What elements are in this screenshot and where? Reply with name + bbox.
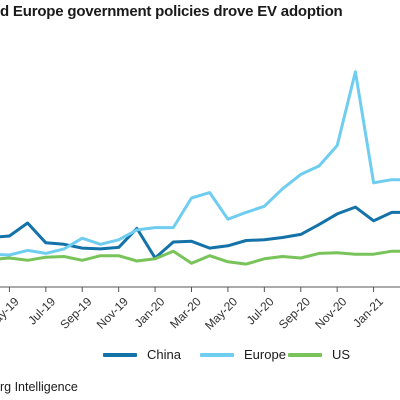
legend-swatch-europe (200, 352, 234, 357)
legend-item-china: China (103, 347, 181, 362)
x-tick-label: Jan-21 (350, 294, 386, 330)
legend-item-us: US (288, 347, 350, 362)
legend-swatch-china (103, 352, 137, 357)
x-tick-label: Sep-19 (57, 294, 94, 331)
x-tick-label: May-20 (202, 294, 240, 332)
chart-title: d Europe government policies drove EV ad… (0, 3, 343, 20)
series-layer (0, 70, 400, 266)
legend-item-europe: Europe (200, 347, 286, 362)
x-tick-label: Mar-20 (167, 294, 204, 331)
x-tick-label: Nov-20 (312, 294, 349, 331)
x-tick-label: Jul-19 (25, 294, 58, 327)
legend: China Europe US (0, 347, 400, 369)
x-tick-label: Jan-20 (132, 294, 168, 330)
legend-swatch-us (288, 352, 322, 357)
source-note: rg Intelligence (0, 380, 78, 394)
legend-label-us: US (332, 347, 351, 362)
x-tick-label: May-19 (0, 294, 22, 332)
legend-label-china: China (147, 347, 181, 362)
line-chart: May-19 Jul-19 Sep-19 Nov-19 Jan-20 Mar-20May-… (0, 70, 400, 333)
x-tick-label: Jul-20 (244, 294, 277, 327)
series-line-europe (0, 70, 400, 257)
x-tick-label: Sep-20 (276, 294, 313, 331)
x-tick-label: Nov-19 (94, 294, 131, 331)
series-line-china (0, 205, 400, 260)
series-line-us (0, 249, 400, 266)
x-axis-ticks: May-19 Jul-19 Sep-19 Nov-19 Jan-20 Mar-20May-… (0, 287, 386, 333)
legend-label-europe: Europe (244, 347, 286, 362)
